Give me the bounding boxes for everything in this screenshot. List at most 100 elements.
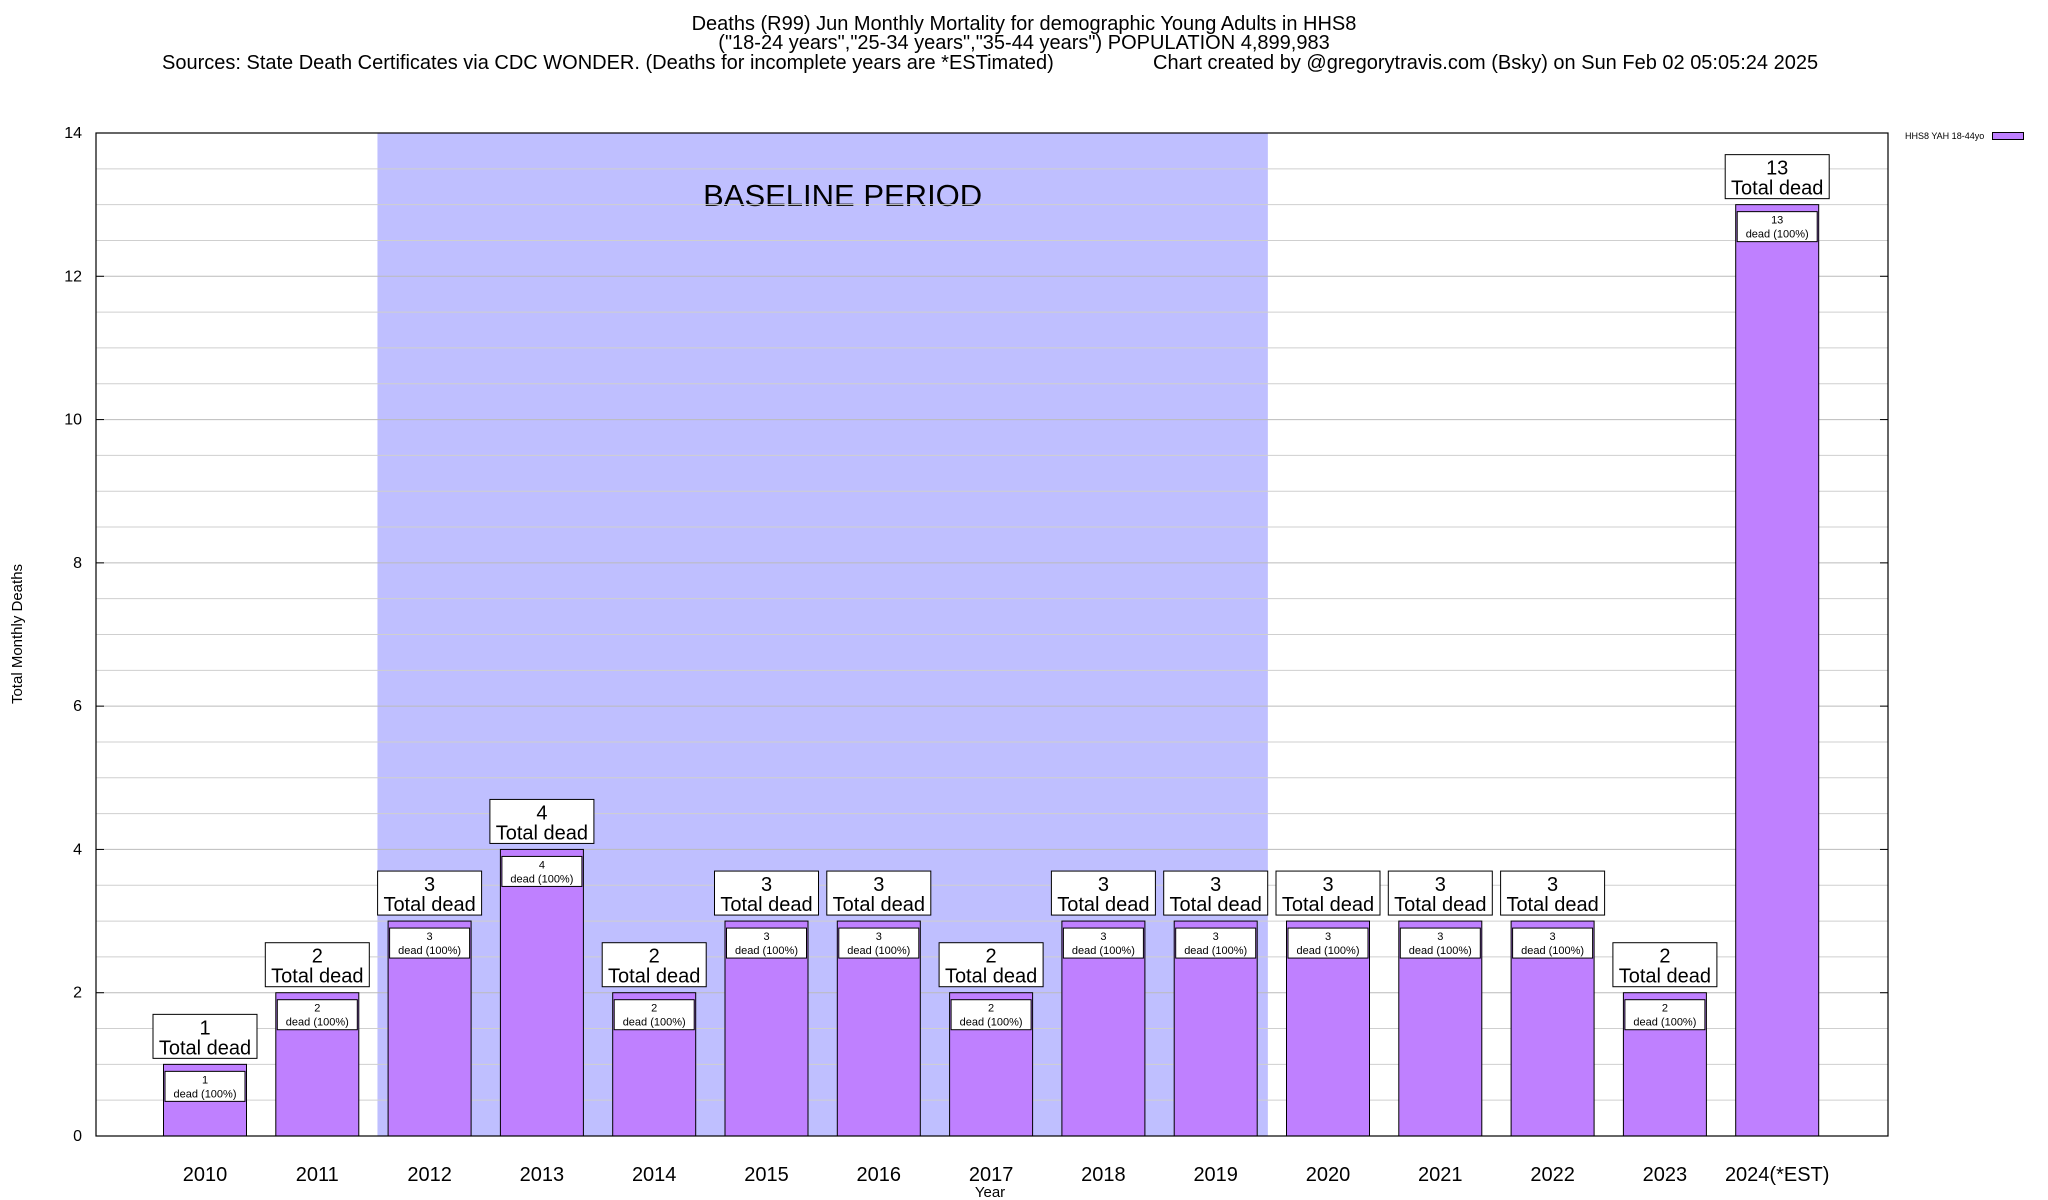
x-tick-label: 2024(*EST) xyxy=(1725,1164,1830,1186)
baseline-label: BASELINE PERIOD xyxy=(703,178,982,213)
total-label-text: Total dead xyxy=(1394,894,1486,916)
inner-label-text: dead (100%) xyxy=(623,1017,686,1029)
total-label-text: Total dead xyxy=(945,966,1037,988)
total-label-text: Total dead xyxy=(383,894,475,916)
total-label-count: 4 xyxy=(536,802,547,824)
inner-label-count: 3 xyxy=(1550,931,1556,943)
total-label-box xyxy=(1163,870,1269,916)
inner-label-text: dead (100%) xyxy=(286,1017,349,1029)
total-label-count: 2 xyxy=(986,946,997,968)
x-tick-label: 2010 xyxy=(183,1164,228,1186)
inner-label-box xyxy=(1175,927,1257,959)
y-tick-label: 12 xyxy=(64,268,82,285)
inner-label-count: 13 xyxy=(1771,215,1783,227)
total-label-text: Total dead xyxy=(1170,894,1262,916)
y-tick-label: 10 xyxy=(64,412,82,429)
y-tick-label: 2 xyxy=(73,985,82,1002)
total-label-count: 2 xyxy=(649,946,660,968)
x-axis-label: Year xyxy=(975,1184,1005,1200)
x-tick-label: 2013 xyxy=(520,1164,565,1186)
x-tick-label: 2019 xyxy=(1193,1164,1238,1186)
inner-label-text: dead (100%) xyxy=(1184,945,1247,957)
inner-label-count: 3 xyxy=(763,931,769,943)
inner-label-count: 3 xyxy=(1437,931,1443,943)
total-label-count: 2 xyxy=(1659,946,1670,968)
total-label-text: Total dead xyxy=(720,894,812,916)
total-label-count: 3 xyxy=(1547,874,1558,896)
x-tick-label: 2015 xyxy=(744,1164,789,1186)
legend-swatch xyxy=(1992,132,2025,140)
inner-label-text: dead (100%) xyxy=(398,945,461,957)
inner-label-count: 2 xyxy=(314,1003,320,1015)
inner-label-box xyxy=(1399,927,1481,959)
total-label-box xyxy=(377,870,483,916)
inner-label-count: 1 xyxy=(202,1074,208,1086)
total-label-text: Total dead xyxy=(1731,178,1823,200)
total-label-count: 13 xyxy=(1766,158,1788,180)
total-label-box xyxy=(714,870,819,916)
inner-label-count: 3 xyxy=(1100,931,1106,943)
total-label-box xyxy=(938,942,1044,988)
chart-credit: Chart created by @gregorytravis.com (Bsk… xyxy=(1153,52,1819,74)
y-axis-label: Total Monthly Deaths xyxy=(9,564,26,704)
y-tick-label: 14 xyxy=(64,125,82,142)
total-label-count: 3 xyxy=(761,874,772,896)
inner-label-box xyxy=(1062,927,1144,959)
x-tick-label: 2022 xyxy=(1530,1164,1575,1186)
inner-label-count: 3 xyxy=(1213,931,1219,943)
total-label-count: 2 xyxy=(312,946,323,968)
x-tick-label: 2021 xyxy=(1418,1164,1463,1186)
total-label-text: Total dead xyxy=(1619,966,1711,988)
total-label-box xyxy=(1050,870,1156,916)
x-tick-label: 2011 xyxy=(296,1164,339,1186)
bar xyxy=(499,848,584,1137)
total-label-box xyxy=(264,942,370,988)
inner-label-box xyxy=(389,927,471,959)
inner-label-box xyxy=(501,855,583,887)
total-label-box xyxy=(1612,942,1718,988)
x-tick-label: 2014 xyxy=(632,1164,677,1186)
inner-label-text: dead (100%) xyxy=(1633,1017,1696,1029)
y-tick-label: 4 xyxy=(73,841,82,858)
total-label-count: 3 xyxy=(1098,874,1109,896)
inner-label-text: dead (100%) xyxy=(174,1088,237,1100)
total-label-box xyxy=(1275,870,1381,916)
total-label-text: Total dead xyxy=(1282,894,1374,916)
chart-subtitle: ("18-24 years","25-34 years","35-44 year… xyxy=(718,32,1330,54)
total-label-count: 1 xyxy=(199,1017,210,1039)
x-tick-label: 2023 xyxy=(1643,1164,1688,1186)
total-label-text: Total dead xyxy=(608,966,700,988)
legend-label: HHS8 YAH 18-44yo xyxy=(1905,131,1985,141)
inner-label-box xyxy=(613,999,695,1031)
axes-layer: 2010 2011 2012 2013 2014 2015 2016 2017 2018 2019… xyxy=(9,125,1889,1200)
y-tick-label: 8 xyxy=(73,555,82,572)
total-label-text: Total dead xyxy=(496,822,588,844)
inner-label-text: dead (100%) xyxy=(1409,945,1472,957)
plot-border xyxy=(95,132,1889,1137)
inner-label-count: 2 xyxy=(1662,1003,1668,1015)
total-label-count: 3 xyxy=(873,874,884,896)
total-label-count: 3 xyxy=(424,874,435,896)
inner-label-count: 3 xyxy=(876,931,882,943)
inner-label-count: 2 xyxy=(988,1003,994,1015)
x-tick-label: 2017 xyxy=(969,1164,1014,1186)
x-tick-label: 2012 xyxy=(407,1164,452,1186)
inner-label-count: 2 xyxy=(651,1003,657,1015)
total-label-box xyxy=(1387,870,1493,916)
total-label-count: 3 xyxy=(1435,874,1446,896)
inner-label-text: dead (100%) xyxy=(735,945,798,957)
inner-label-box xyxy=(726,927,807,959)
total-label-text: Total dead xyxy=(1506,894,1598,916)
total-label-box xyxy=(1724,154,1830,200)
inner-label-text: dead (100%) xyxy=(1521,945,1584,957)
total-label-box xyxy=(152,1013,258,1059)
chart-title: Deaths (R99) Jun Monthly Mortality for d… xyxy=(691,13,1357,35)
inner-label-box xyxy=(276,999,358,1031)
inner-label-box xyxy=(1736,211,1818,243)
y-tick-label: 6 xyxy=(73,698,82,715)
inner-label-box xyxy=(1512,927,1594,959)
bar xyxy=(1735,204,1820,1137)
inner-label-box xyxy=(1287,927,1369,959)
inner-label-text: dead (100%) xyxy=(510,873,573,885)
